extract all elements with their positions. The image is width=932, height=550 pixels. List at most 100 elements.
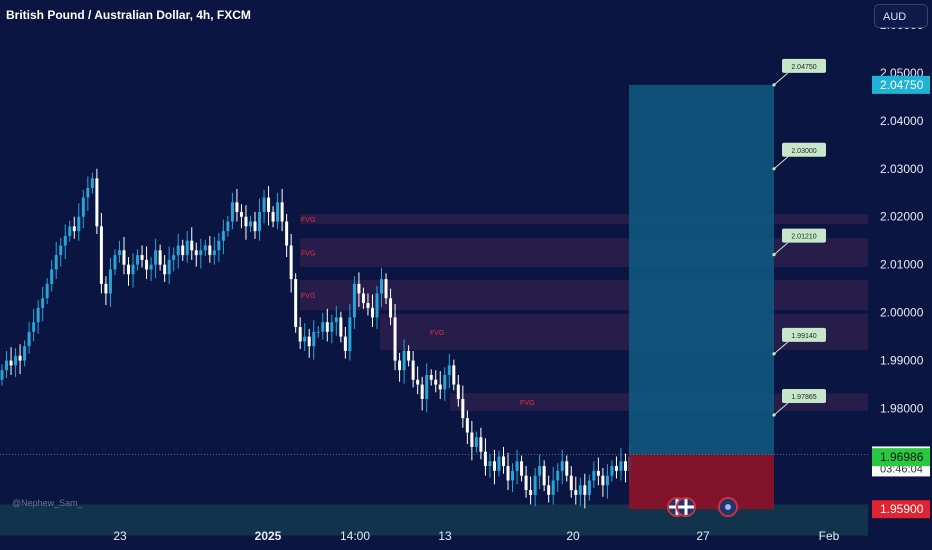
candle-body (90, 178, 94, 188)
candle-body (167, 259, 171, 275)
candle-body (145, 259, 149, 270)
candle (569, 466, 573, 498)
candle-body (366, 303, 370, 308)
price-tick-label: 2.01000 (880, 258, 924, 272)
candle (276, 192, 280, 230)
candle-body (492, 461, 496, 471)
target-callout[interactable]: 1.99140 (772, 327, 826, 356)
candle (194, 242, 198, 267)
candle (533, 468, 537, 507)
candle-body (343, 336, 347, 352)
candle (167, 246, 171, 284)
target-label-box (782, 228, 826, 243)
uk-flag-event-icon-2[interactable] (676, 497, 696, 517)
candle-body (556, 470, 560, 481)
take-profit-zone[interactable] (629, 84, 774, 455)
candle-body (136, 255, 140, 265)
target-callout-pointer (773, 341, 789, 355)
price-axis[interactable]: 2.060002.050002.040002.030002.020002.010… (872, 18, 930, 519)
candle (104, 276, 108, 305)
candle (271, 206, 275, 228)
candle-body (235, 202, 239, 212)
target-label: 1.97865 (791, 394, 816, 401)
candle-body (524, 475, 528, 491)
candle (380, 267, 384, 307)
candle-body (407, 351, 411, 361)
candle (619, 447, 623, 481)
candle (343, 327, 347, 359)
candles-layer (0, 168, 632, 509)
candle (18, 344, 22, 375)
candle (592, 461, 596, 489)
candle-body (271, 211, 275, 222)
candle (357, 272, 361, 307)
candle (524, 466, 528, 498)
candle-body (149, 264, 153, 270)
candle-body (294, 279, 298, 328)
candle (131, 253, 135, 288)
candle-body (267, 197, 271, 212)
candle-body (330, 322, 334, 332)
candle (203, 239, 207, 257)
target-callout-pointer (773, 156, 789, 170)
candle (9, 347, 13, 375)
stop-loss-zone[interactable] (629, 454, 774, 510)
candle (0, 364, 4, 386)
candle (565, 455, 569, 482)
candle (239, 204, 243, 229)
candle (601, 468, 605, 497)
candle-body (456, 384, 460, 399)
candle-body (217, 240, 221, 251)
target-point (772, 83, 776, 87)
target-callout[interactable]: 2.01210 (772, 228, 826, 257)
candle-body (402, 351, 406, 371)
target-callout[interactable]: 2.03000 (772, 142, 826, 171)
candle (361, 287, 365, 309)
candle (230, 192, 234, 230)
fvg-label: FVG (301, 251, 315, 258)
target-label: 2.04750 (791, 64, 816, 71)
candle-body (538, 466, 542, 476)
candle-body (592, 470, 596, 481)
candle (398, 352, 402, 382)
candle-body (560, 461, 564, 471)
candle-body (248, 221, 252, 227)
candle (199, 238, 203, 269)
currency-selector[interactable]: AUD (874, 4, 928, 28)
au-flag-event-icon[interactable] (718, 497, 738, 517)
target-callout[interactable]: 1.97865 (772, 389, 826, 417)
candle-body (262, 197, 266, 212)
candle-body (108, 269, 112, 294)
candle (443, 367, 447, 401)
take-profit-price-label: 2.04750 (880, 78, 924, 92)
candle (262, 189, 266, 224)
candle (86, 176, 90, 211)
candle-body (32, 322, 36, 332)
candle (393, 304, 397, 371)
candle-body (140, 255, 144, 260)
candle-body (194, 250, 198, 256)
candle (316, 326, 320, 338)
candle-body (506, 466, 510, 481)
candle-body (127, 264, 131, 275)
candle (149, 257, 153, 281)
bid-price-label-bg (872, 448, 930, 467)
candle-body (375, 293, 379, 318)
fvg-label: FVG (430, 330, 444, 337)
candle-body (50, 269, 54, 284)
candle (556, 463, 560, 492)
candle (95, 168, 99, 235)
time-axis[interactable]: 23 2025 14:00 13 20 27 Feb (113, 529, 839, 543)
candle-body (479, 437, 483, 452)
candle-body (18, 355, 22, 361)
candle (497, 450, 501, 477)
candle-body (438, 384, 442, 390)
candle-body (529, 490, 533, 495)
stop-loss-price-label-bg (872, 500, 930, 519)
candle-body (77, 216, 81, 232)
chart-title: British Pound / Australian Dollar, 4h, F… (6, 8, 251, 22)
target-callout[interactable]: 2.04750 (772, 58, 826, 87)
candle (140, 245, 144, 268)
candle-body (447, 365, 451, 375)
